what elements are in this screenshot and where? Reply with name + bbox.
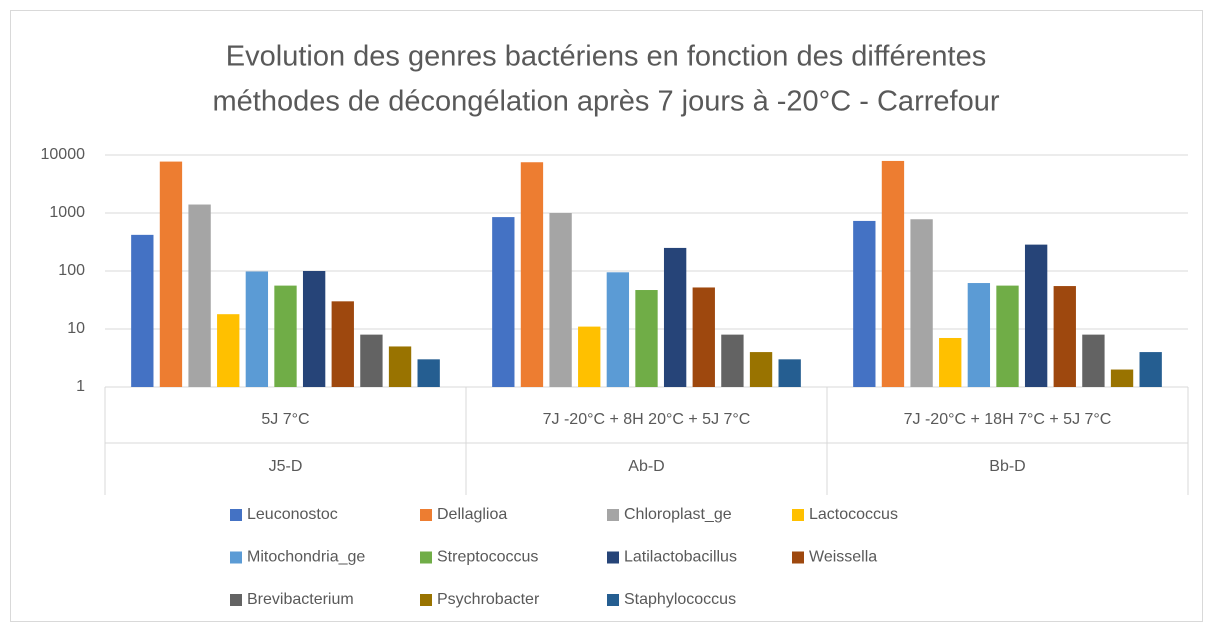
bar [417,359,440,387]
bar [388,346,412,387]
legend-label: Mitochondria_ge [247,549,365,566]
x-group-label: J5-D [269,458,303,475]
bar [245,271,269,387]
bar [131,234,154,387]
legend-label: Psychrobacter [437,591,540,608]
legend-label: Weissella [809,549,877,566]
y-tick-label: 100 [58,262,85,279]
legend-label: Chloroplast_ge [624,506,732,523]
bar [520,162,544,387]
y-tick-label: 10000 [41,146,86,163]
chart-title: méthodes de décongélation après 7 jours … [213,86,1000,118]
legend-label: Lactococcus [809,506,898,523]
bar [1024,244,1048,387]
bar [188,204,211,387]
legend-swatch [607,594,619,606]
legend-swatch [792,551,804,564]
legend-label: Leuconostoc [247,506,338,523]
bar [606,272,630,387]
legend-swatch [230,551,242,564]
legend-swatch [420,509,432,521]
bar [217,314,240,387]
bar [939,337,962,387]
bar [881,160,905,387]
bar [692,287,715,387]
x-group-label: Bb-D [989,458,1025,475]
bar [663,247,687,387]
bar [302,271,326,387]
legend-label: Brevibacterium [247,591,354,608]
bar [1139,352,1162,387]
legend-label: Streptococcus [437,549,538,566]
legend-swatch [607,509,619,521]
bar [778,359,801,387]
y-tick-label: 1000 [49,204,85,221]
bar [910,219,933,387]
legend-label: Dellaglioa [437,506,507,523]
bar [967,283,991,387]
legend-swatch [230,594,242,606]
legend-label: Staphylococcus [624,591,736,608]
bar [996,285,1019,387]
x-tick-label: 7J -20°C + 8H 20°C + 5J 7°C [543,411,751,428]
y-tick-label: 1 [76,378,85,395]
bar [360,334,383,387]
bar [578,326,601,387]
bar [331,301,354,387]
legend-label: Latilactobacillus [624,549,737,566]
bar [635,290,658,387]
x-tick-label: 5J 7°C [261,411,309,428]
bar [749,352,773,387]
bar [492,217,515,387]
x-tick-label: 7J -20°C + 18H 7°C + 5J 7°C [904,411,1112,428]
bar [1082,334,1105,387]
legend-swatch [607,551,619,564]
bar [159,161,183,387]
bar [274,285,297,387]
legend-swatch [792,509,804,521]
bar [721,334,744,387]
y-tick-label: 10 [67,320,85,337]
legend-swatch [420,594,432,606]
bar [1110,369,1134,387]
legend-swatch [420,551,432,564]
bar [549,213,572,387]
x-group-label: Ab-D [628,458,664,475]
chart-title: Evolution des genres bactériens en fonct… [226,41,986,73]
bar [1053,286,1076,387]
legend-swatch [230,509,242,521]
bar [853,220,876,387]
